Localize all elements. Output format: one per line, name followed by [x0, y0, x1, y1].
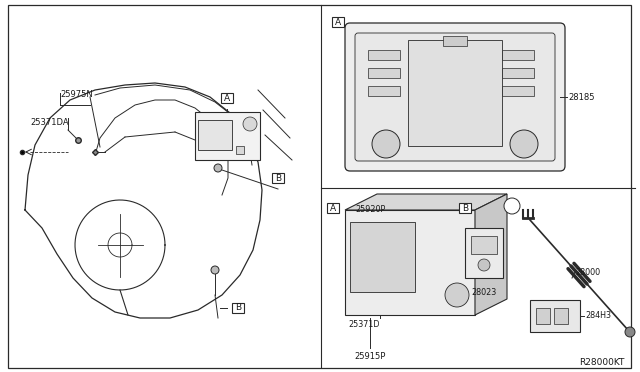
Bar: [459, 203, 471, 213]
Polygon shape: [345, 194, 507, 210]
Bar: [465, 228, 503, 278]
Circle shape: [625, 327, 635, 337]
Bar: [471, 236, 497, 254]
Bar: [272, 173, 284, 183]
Text: A: A: [335, 17, 341, 26]
FancyBboxPatch shape: [355, 33, 555, 161]
Circle shape: [478, 259, 490, 271]
Bar: [221, 93, 233, 103]
Polygon shape: [475, 194, 507, 315]
Circle shape: [445, 283, 469, 307]
Bar: [554, 308, 568, 324]
Bar: [368, 86, 400, 96]
Bar: [536, 308, 550, 324]
Bar: [198, 120, 232, 150]
Text: 25371D: 25371D: [348, 320, 380, 329]
FancyBboxPatch shape: [345, 23, 565, 171]
Text: A: A: [330, 203, 336, 212]
Bar: [368, 50, 400, 60]
Bar: [502, 50, 534, 60]
Circle shape: [243, 117, 257, 131]
Text: 28185: 28185: [568, 93, 595, 102]
Bar: [195, 112, 260, 160]
Text: R28000KT: R28000KT: [580, 358, 625, 367]
Bar: [350, 222, 415, 292]
Text: 25371DA: 25371DA: [30, 118, 68, 127]
Bar: [443, 36, 467, 46]
Bar: [327, 203, 339, 213]
Bar: [332, 17, 344, 27]
Bar: [408, 40, 502, 146]
Bar: [502, 68, 534, 78]
Text: A: A: [224, 93, 230, 103]
Circle shape: [510, 130, 538, 158]
Text: 28023: 28023: [472, 288, 497, 297]
Text: B: B: [275, 173, 281, 183]
Text: 25975N: 25975N: [60, 90, 93, 99]
Text: 25920P: 25920P: [355, 205, 385, 214]
Circle shape: [211, 266, 219, 274]
Text: 284H3: 284H3: [585, 311, 611, 321]
Text: 28000: 28000: [575, 268, 600, 277]
Polygon shape: [345, 210, 475, 315]
Circle shape: [214, 164, 222, 172]
Bar: [530, 300, 580, 332]
Text: B: B: [462, 203, 468, 212]
Bar: [502, 86, 534, 96]
Text: 25915P: 25915P: [355, 352, 386, 361]
Text: B: B: [235, 304, 241, 312]
Bar: [368, 68, 400, 78]
Bar: [232, 303, 244, 313]
Bar: [236, 146, 244, 154]
Circle shape: [504, 198, 520, 214]
Circle shape: [372, 130, 400, 158]
